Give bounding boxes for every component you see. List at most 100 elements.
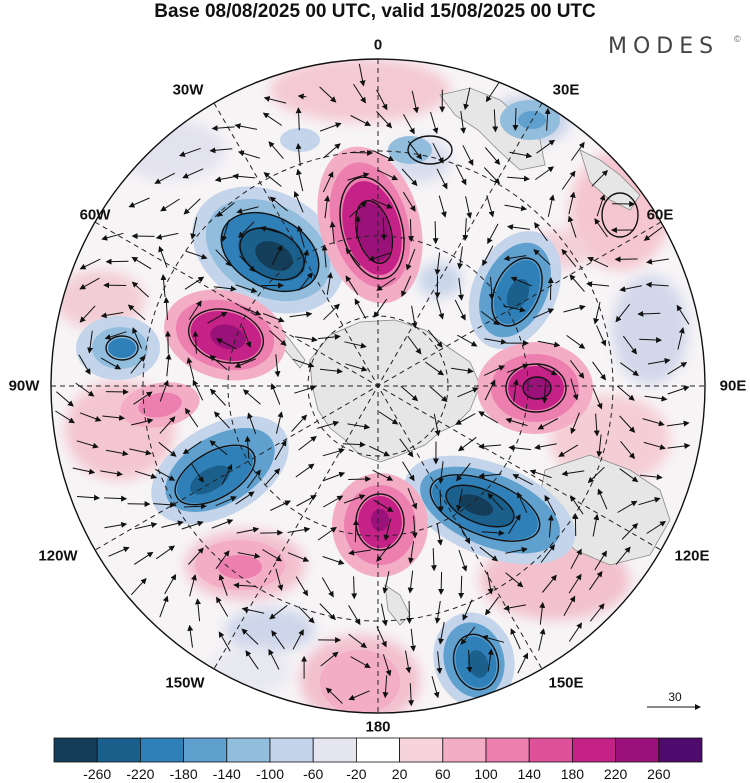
wind-arrow [130, 418, 154, 426]
wind-arrow [438, 571, 445, 595]
lon-label-90e: 90E [719, 377, 747, 395]
wind-arrow [329, 221, 336, 245]
wind-arrow [505, 572, 524, 588]
wind-arrow [615, 303, 631, 323]
colorbar-label: 20 [391, 766, 408, 782]
wind-arrow [221, 219, 230, 242]
wind-arrow [296, 495, 317, 507]
wind-arrow [485, 596, 500, 616]
wind-arrow [568, 191, 576, 215]
wind-arrow [79, 277, 100, 290]
wind-arrow [78, 354, 91, 375]
wind-arrow [319, 122, 342, 132]
negative-center-10w [280, 128, 432, 164]
wind-arrow [192, 379, 204, 401]
colorbar-label: -100 [255, 766, 285, 782]
wind-arrow [353, 83, 366, 104]
wind-arrow [79, 412, 102, 422]
wind-arrow [666, 420, 690, 427]
wind-arrow [536, 139, 556, 154]
wind-arrow [302, 249, 309, 272]
wind-arrow [407, 570, 414, 594]
wind-arrow [667, 362, 688, 375]
wind-arrow [429, 386, 448, 403]
wind-arrow [209, 147, 233, 154]
colorbar-swatch [572, 737, 617, 763]
wind-arrow [133, 551, 154, 565]
wind-arrow [588, 570, 603, 591]
wind-arrow [320, 368, 343, 375]
wind-arrow [544, 107, 551, 131]
wind-arrow [478, 443, 502, 450]
colorbar-label: 220 [603, 766, 628, 782]
wind-arrow [262, 549, 283, 562]
wind-arrow [246, 469, 261, 489]
wind-arrow [194, 598, 201, 622]
wind-arrow [436, 168, 448, 190]
wind-arrow [376, 89, 388, 111]
wind-arrow [402, 461, 415, 482]
wind-arrow [492, 109, 499, 133]
wind-arrow [507, 363, 529, 373]
wind-arrow [399, 438, 414, 458]
wind-arrow [508, 514, 521, 534]
wind-arrow [263, 96, 287, 104]
wind-arrow [463, 87, 471, 111]
wind-arrow [295, 107, 302, 131]
wind-arrow [239, 305, 262, 316]
wind-vectors [55, 63, 691, 707]
positive-center-170w [320, 650, 400, 713]
negative-center-150e [404, 455, 576, 565]
wind-arrow [183, 503, 207, 510]
wind-arrow [128, 197, 150, 208]
wind-arrow [269, 330, 287, 346]
map-title: Base 08/08/2025 00 UTC, valid 15/08/2025… [154, 1, 596, 22]
wind-arrow [190, 216, 198, 240]
wind-arrow [221, 463, 233, 485]
wind-arrow [322, 171, 334, 193]
colorbar-label: 140 [517, 766, 541, 782]
wind-arrow [134, 522, 158, 530]
wind-arrow [619, 415, 636, 433]
wind-arrow [211, 519, 234, 529]
wind-arrow [382, 675, 389, 699]
wind-arrow [295, 336, 318, 343]
colorbar-label: 180 [560, 766, 585, 782]
wind-arrow [348, 605, 361, 626]
wind-arrow [462, 599, 473, 621]
wind-arrow [345, 248, 361, 267]
wind-arrow [76, 494, 100, 501]
colorbar-label: 100 [474, 766, 498, 782]
wind-arrow [466, 649, 473, 673]
wind-arrow [292, 629, 304, 650]
wind-arrow [638, 497, 661, 506]
wind-arrow [183, 198, 201, 215]
wind-arrow [345, 363, 368, 372]
wind-arrow [165, 353, 172, 377]
wind-arrow [160, 274, 167, 297]
wind-arrow [591, 169, 609, 187]
wind-arrow [434, 252, 441, 276]
wind-arrow [486, 571, 494, 595]
wind-arrow [596, 434, 603, 458]
wind-arrow [596, 325, 607, 347]
contour-lines [105, 135, 639, 691]
wind-arrow [541, 380, 548, 404]
wind-arrow [234, 358, 256, 368]
wind-arrow [131, 256, 152, 270]
wind-arrow [456, 462, 471, 482]
wind-arrow [233, 582, 257, 589]
wind-arrow [271, 630, 285, 650]
wind-arrow [298, 435, 317, 451]
wind-arrow [408, 683, 415, 707]
wind-arrow [402, 191, 416, 212]
wind-arrow [503, 305, 526, 313]
wind-arrow [438, 195, 447, 218]
colorbar-swatch [183, 737, 228, 763]
wind-arrow [209, 354, 228, 371]
wind-arrow [269, 196, 288, 212]
wind-arrow [154, 468, 176, 481]
wind-arrow [133, 391, 153, 405]
wind-arrow [487, 223, 499, 245]
wind-arrow [235, 491, 255, 505]
